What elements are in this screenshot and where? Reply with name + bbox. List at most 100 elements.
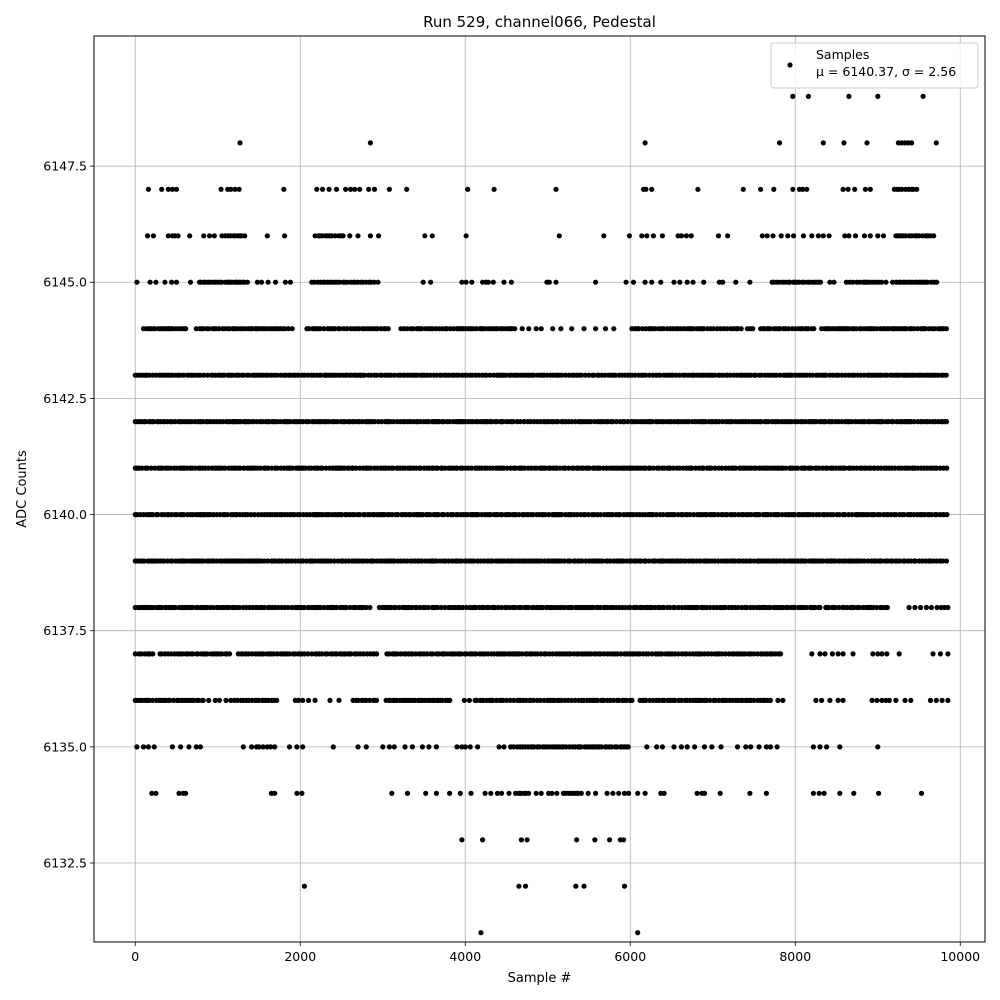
data-point <box>145 186 151 192</box>
data-point <box>132 651 138 657</box>
data-point <box>597 465 603 471</box>
data-point <box>462 744 468 750</box>
data-point <box>375 279 381 285</box>
data-point <box>650 233 657 239</box>
data-point <box>302 465 308 471</box>
data-point <box>773 372 779 378</box>
data-point <box>285 326 292 332</box>
data-point <box>286 744 293 750</box>
data-point <box>691 511 697 518</box>
data-point <box>404 790 411 796</box>
data-point <box>635 930 641 936</box>
data-point <box>510 419 516 425</box>
data-point <box>700 465 707 471</box>
data-point <box>775 697 781 704</box>
data-point <box>324 651 330 657</box>
data-point <box>751 697 757 704</box>
x-axis-ticks: 0 2000 4000 6000 8000 10000 <box>131 942 980 964</box>
data-point <box>282 233 288 239</box>
data-point <box>330 744 336 750</box>
data-point <box>883 279 889 285</box>
data-point <box>226 651 233 657</box>
data-point <box>219 279 225 285</box>
data-point <box>237 465 243 471</box>
data-point <box>578 790 584 796</box>
data-point <box>657 372 663 378</box>
data-point <box>193 744 199 750</box>
data-point <box>183 326 189 332</box>
data-point <box>521 419 527 425</box>
data-point <box>836 511 843 518</box>
data-point <box>491 186 497 192</box>
data-point <box>701 744 708 750</box>
data-point <box>592 837 598 843</box>
data-point <box>748 744 754 750</box>
data-point <box>268 744 274 750</box>
data-point <box>265 558 271 564</box>
data-point <box>228 186 234 192</box>
data-point <box>299 790 305 796</box>
data-point <box>344 326 350 332</box>
data-point <box>236 186 242 192</box>
data-point <box>842 511 848 518</box>
data-point <box>441 511 447 518</box>
data-point <box>447 697 453 704</box>
data-point <box>353 465 359 471</box>
data-point <box>709 744 715 750</box>
data-point <box>343 604 349 611</box>
y-tick-label: 6142.5 <box>43 391 87 406</box>
data-point <box>429 233 435 239</box>
data-point <box>827 697 833 704</box>
data-point <box>658 279 664 285</box>
data-point <box>282 279 288 285</box>
data-point <box>661 604 667 611</box>
data-point <box>906 604 912 611</box>
data-point <box>480 837 486 843</box>
data-point <box>809 651 815 657</box>
data-point <box>743 744 749 750</box>
data-point <box>820 140 826 146</box>
data-point <box>282 326 288 332</box>
data-point <box>625 744 631 750</box>
data-point <box>632 372 638 378</box>
data-point <box>827 279 833 285</box>
data-point <box>274 372 280 378</box>
data-point <box>392 651 398 657</box>
data-point <box>373 697 380 704</box>
data-point <box>643 372 649 378</box>
data-point <box>533 326 539 332</box>
data-point <box>300 697 306 704</box>
x-tick-label: 6000 <box>614 949 646 964</box>
data-point <box>149 790 155 796</box>
data-point <box>940 558 946 564</box>
data-point <box>167 697 173 704</box>
data-point <box>933 140 939 146</box>
data-point <box>355 697 361 704</box>
data-point <box>323 465 329 471</box>
data-point <box>261 558 267 564</box>
data-point <box>754 651 761 657</box>
data-point <box>201 233 207 239</box>
data-point <box>738 326 744 332</box>
data-point <box>150 697 156 704</box>
data-point <box>490 697 496 704</box>
data-point <box>190 651 196 657</box>
data-point <box>240 744 246 750</box>
data-point <box>627 604 633 611</box>
data-point <box>468 790 474 796</box>
data-point <box>757 511 763 518</box>
data-point <box>650 465 657 471</box>
data-point <box>458 651 464 657</box>
data-point <box>244 279 250 285</box>
data-point <box>661 790 667 796</box>
data-point <box>867 233 873 239</box>
data-point <box>601 233 607 239</box>
data-point <box>626 790 632 796</box>
data-point <box>839 419 845 425</box>
data-point <box>934 465 940 471</box>
data-point <box>262 604 268 611</box>
data-point <box>922 326 929 332</box>
data-point <box>911 326 917 332</box>
data-point <box>671 511 678 518</box>
data-point <box>599 744 605 750</box>
